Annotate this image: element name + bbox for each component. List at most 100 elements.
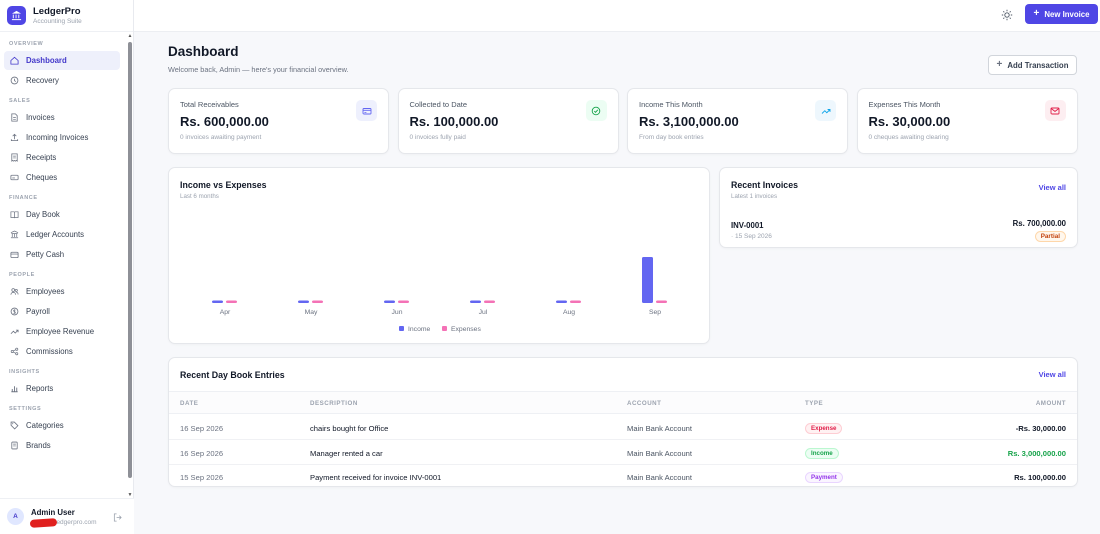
col-account: ACCOUNT (627, 400, 662, 407)
legend-swatch-income (399, 326, 404, 331)
sidebar-item-brands[interactable]: Brands (4, 436, 120, 455)
sidebar-item-dashboard[interactable]: Dashboard (4, 51, 120, 70)
cell-date: 15 Sep 2026 (180, 473, 224, 482)
nav-section-settings: SETTINGS (9, 406, 42, 412)
book-icon (10, 211, 19, 219)
logout-icon[interactable] (113, 513, 122, 522)
sidebar-item-petty-cash[interactable]: Petty Cash (4, 245, 120, 264)
sidebar-item-incoming-invoices[interactable]: Incoming Invoices (4, 128, 120, 147)
cell-amount: Rs. 100,000.00 (1014, 473, 1066, 482)
bar-expenses-apr[interactable] (226, 300, 237, 304)
add-transaction-button[interactable]: + Add Transaction (988, 55, 1077, 75)
sidebar-item-employee-revenue[interactable]: Employee Revenue (4, 322, 120, 341)
type-badge: Income (805, 447, 839, 459)
bar-expenses-jun[interactable] (398, 300, 409, 304)
bar-income-jun[interactable] (384, 300, 395, 304)
invoice-date: · 15 Sep 2026 (731, 233, 772, 240)
sidebar-item-reports[interactable]: Reports (4, 379, 120, 398)
sidebar-item-label: Receipts (26, 153, 57, 162)
sidebar-item-receipts[interactable]: Receipts (4, 148, 120, 167)
cell-account: Main Bank Account (627, 448, 693, 458)
sidebar-item-cheques[interactable]: Cheques (4, 168, 120, 187)
cell-amount: Rs. 3,000,000.00 (1007, 448, 1066, 458)
stat-card-income-this-month: Income This Month Rs. 3,100,000.00 From … (627, 88, 848, 154)
recent-invoices-subtitle: Latest 1 invoices (731, 193, 778, 200)
x-tick-label: Apr (220, 309, 231, 316)
mail-icon (1044, 100, 1066, 121)
sidebar-item-commissions[interactable]: Commissions (4, 342, 120, 361)
sidebar-item-invoices[interactable]: Invoices (4, 108, 120, 127)
sidebar-item-label: Petty Cash (26, 250, 65, 259)
avatar: A (7, 508, 24, 525)
stat-note: 0 cheques awaiting clearing (868, 134, 949, 141)
sidebar-scrollbar[interactable]: ▲ ▼ (127, 33, 133, 498)
stat-value: Rs. 100,000.00 (409, 114, 499, 129)
page-subtitle: Welcome back, Admin — here's your financ… (168, 65, 349, 74)
legend-swatch-expenses (442, 326, 447, 331)
status-badge: Partial (1034, 231, 1066, 242)
sidebar-item-categories[interactable]: Categories (4, 416, 120, 435)
sidebar-item-payroll[interactable]: Payroll (4, 302, 120, 321)
invoice-amount: Rs. 700,000.00 (1012, 219, 1066, 228)
bank-icon (7, 6, 26, 25)
stat-value: Rs. 3,100,000.00 (639, 114, 739, 129)
brand[interactable]: LedgerPro Accounting Suite (0, 0, 133, 32)
sidebar-item-label: Incoming Invoices (26, 133, 89, 142)
type-badge: Expense (805, 423, 843, 434)
share-icon (10, 347, 19, 356)
sun-icon[interactable] (1001, 9, 1013, 21)
sidebar-item-recovery[interactable]: Recovery (4, 71, 120, 90)
table-row[interactable]: 16 Sep 2026 chairs bought for Office Mai… (169, 415, 1077, 440)
bar-income-sep[interactable] (642, 257, 653, 303)
sidebar-item-label: Categories (26, 421, 64, 430)
sidebar-item-employees[interactable]: Employees (4, 282, 120, 301)
type-badge: Payment (805, 472, 843, 483)
home-icon (10, 56, 19, 65)
user-name: Admin User (31, 507, 75, 517)
nav-section-sales: SALES (9, 98, 31, 104)
card-icon (356, 100, 377, 121)
sidebar-item-label: Invoices (26, 113, 55, 122)
bar-income-jul[interactable] (470, 300, 481, 304)
chart-subtitle: Last 6 months (180, 193, 219, 200)
recent-invoices-card: Recent Invoices Latest 1 invoices View a… (719, 167, 1078, 248)
sidebar-item-ledger-accounts[interactable]: Ledger Accounts (4, 225, 120, 244)
stat-label: Total Receivables (180, 100, 239, 109)
x-tick-label: Jul (479, 309, 488, 316)
user-profile[interactable]: A Admin User ledgerpro.com (0, 498, 134, 534)
sidebar-item-label: Brands (26, 441, 51, 450)
income-expenses-chart: Apr May Jun Jul Aug Sep Income Expenses (212, 257, 667, 333)
bar-income-may[interactable] (298, 300, 309, 304)
x-tick-label: Sep (649, 309, 661, 316)
stat-label: Expenses This Month (868, 100, 941, 109)
invoice-id: INV-0001 (731, 221, 764, 230)
sidebar-item-label: Day Book (26, 210, 60, 219)
view-all-daybook-link[interactable]: View all (1038, 370, 1066, 379)
cell-amount: -Rs. 30,000.00 (1015, 424, 1066, 433)
bar-expenses-aug[interactable] (570, 300, 581, 304)
table-row[interactable]: 16 Sep 2026 Manager rented a car Main Ba… (169, 440, 1077, 465)
sidebar-item-label: Dashboard (26, 56, 67, 65)
receipt-icon (11, 153, 18, 162)
view-all-invoices-link[interactable]: View all (1038, 183, 1066, 192)
cell-date: 16 Sep 2026 (180, 448, 224, 458)
table-row[interactable]: 15 Sep 2026 Payment received for invoice… (169, 464, 1077, 489)
x-tick-label: Jun (392, 309, 403, 316)
bar-expenses-may[interactable] (312, 300, 323, 304)
check-circle-icon (585, 100, 607, 121)
scroll-thumb[interactable] (128, 42, 132, 478)
stat-label: Income This Month (639, 100, 703, 109)
bar-income-aug[interactable] (556, 300, 567, 304)
users-icon (10, 288, 19, 295)
chart-title: Income vs Expenses (180, 180, 267, 190)
new-invoice-button[interactable]: + New Invoice (1025, 4, 1098, 24)
sidebar-item-label: Commissions (26, 347, 73, 356)
scroll-down-arrow-icon[interactable]: ▼ (127, 492, 133, 498)
scroll-up-arrow-icon[interactable]: ▲ (127, 33, 133, 39)
bar-expenses-jul[interactable] (484, 300, 495, 304)
user-email: ledgerpro.com (55, 518, 97, 526)
sidebar-item-day-book[interactable]: Day Book (4, 205, 120, 224)
sidebar-item-label: Employee Revenue (26, 327, 95, 336)
bar-income-apr[interactable] (212, 300, 223, 304)
bar-expenses-sep[interactable] (656, 300, 667, 304)
